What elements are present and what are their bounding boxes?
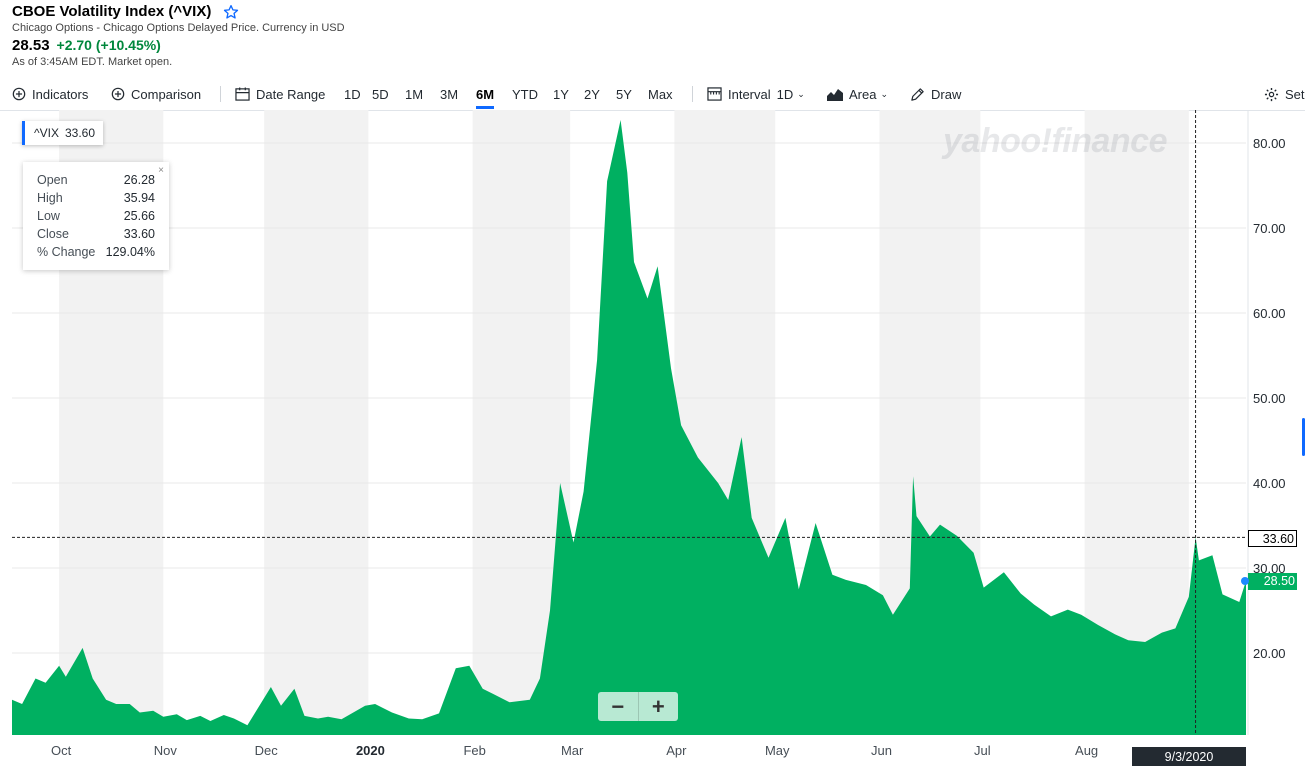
add-circle-icon [12,87,26,101]
range-1y[interactable]: 1Y [553,86,569,102]
series-symbol: ^VIX [34,126,59,140]
crosshair-price-label: 33.60 [1248,530,1297,547]
x-tick-label: Mar [561,743,584,758]
indicators-button[interactable]: Indicators [12,83,88,105]
x-tick-label: Dec [255,743,279,758]
last-price-dot [1241,577,1249,585]
close-icon[interactable]: × [158,165,164,176]
interval-button[interactable]: Interval 1D ⌄ [707,83,805,105]
chevron-down-icon: ⌄ [880,88,889,99]
y-tick-label: 40.00 [1253,476,1286,491]
tooltip-value: 25.66 [123,209,155,223]
range-ytd[interactable]: YTD [512,86,538,102]
date-range-label: Date Range [256,86,326,102]
tooltip-row-change: % Change 129.04% [37,245,155,259]
comparison-button[interactable]: Comparison [111,83,201,105]
quote-change: +2.70 (+10.45%) [56,37,161,53]
tooltip-label: High [37,191,63,205]
y-tick-label: 20.00 [1253,646,1286,661]
tooltip-label: Low [37,209,60,223]
tooltip-row-low: Low 25.66 [37,209,155,223]
toolbar-divider [0,110,1305,111]
tooltip-row-close: Close 33.60 [37,227,155,241]
range-1m[interactable]: 1M [405,86,424,102]
tooltip-label: % Change [37,245,96,259]
month-band [264,110,369,735]
chart-type-button[interactable]: Area ⌄ [827,83,888,105]
zoom-in-button[interactable]: + [637,692,679,721]
crosshair-date-label: 9/3/2020 [1132,747,1246,766]
y-tick-label: 70.00 [1253,221,1286,236]
x-tick-label: Feb [463,743,485,758]
draw-label: Draw [931,86,962,102]
y-tick-label: 30.00 [1253,561,1286,576]
quote-timestamp: As of 3:45AM EDT. Market open. [12,56,173,68]
gear-icon [1264,87,1279,101]
add-circle-icon [111,87,125,101]
star-icon[interactable] [223,4,239,20]
y-tick-label: 60.00 [1253,306,1286,321]
quote-price: 28.53 [12,37,50,54]
pencil-icon [911,87,924,101]
chevron-down-icon: ⌄ [797,88,805,99]
x-tick-label: Nov [154,743,178,758]
range-5d[interactable]: 5D [372,86,389,102]
calendar-icon [235,87,250,101]
interval-label: Interval [728,86,771,102]
range-5y[interactable]: 5Y [616,86,632,102]
toolbar-divider [220,86,221,102]
last-price-label: 28.50 [1248,573,1297,590]
quote-title: CBOE Volatility Index (^VIX) [12,3,212,20]
draw-button[interactable]: Draw [910,83,961,105]
quote-header: CBOE Volatility Index (^VIX) Chicago Opt… [12,3,345,68]
series-area [12,120,1246,735]
indicators-label: Indicators [32,86,89,102]
settings-label: Set [1285,86,1305,102]
range-6m[interactable]: 6M [476,83,495,109]
x-tick-label: Jun [871,743,892,758]
range-1d[interactable]: 1D [344,86,361,102]
x-tick-label: 2020 [356,743,385,758]
x-tick-label: Aug [1075,743,1098,758]
settings-button[interactable]: Set [1264,83,1305,105]
scroll-handle[interactable] [1302,418,1305,456]
tooltip-value: 129.04% [105,245,155,259]
chart-toolbar: Indicators Comparison Date Range 1D 5D 1… [12,83,1305,109]
tooltip-label: Close [37,227,69,241]
series-legend[interactable]: ^VIX 33.60 [22,121,104,145]
x-tick-label: May [765,743,790,758]
interval-value: 1D [776,86,794,102]
tooltip-label: Open [37,173,68,187]
zoom-controls: − + [598,692,678,721]
tooltip-value: 35.94 [123,191,155,205]
range-2y[interactable]: 2Y [584,86,600,102]
tooltip-value: 26.28 [123,173,155,187]
tooltip-row-open: Open 26.28 [37,173,155,187]
tooltip-row-high: High 35.94 [37,191,155,205]
y-tick-label: 50.00 [1253,391,1286,406]
area-chart-icon [827,88,843,101]
interval-icon [707,87,722,101]
x-tick-label: Apr [666,743,687,758]
range-max[interactable]: Max [648,86,673,102]
chart-type-label: Area [849,86,877,102]
ohlc-tooltip: × Open 26.28 High 35.94 Low 25.66 Close 33.6… [23,162,169,270]
yahoo-finance-watermark: yahoo!finance [943,122,1167,160]
x-tick-label: Jul [974,743,991,758]
quote-subtitle: Chicago Options - Chicago Options Delaye… [12,22,345,34]
series-value: 33.60 [64,126,96,140]
date-range-button[interactable]: Date Range [235,83,325,105]
vix-area-chart[interactable]: 20.00 30.00 40.00 50.00 60.00 70.00 80.00 Oct N… [0,110,1305,779]
tooltip-value: 33.60 [123,227,155,241]
range-3m[interactable]: 3M [440,86,459,102]
comparison-label: Comparison [131,86,202,102]
y-tick-label: 80.00 [1253,136,1286,151]
zoom-out-button[interactable]: − [611,693,625,719]
x-tick-label: Oct [51,743,72,758]
toolbar-divider [692,86,693,102]
